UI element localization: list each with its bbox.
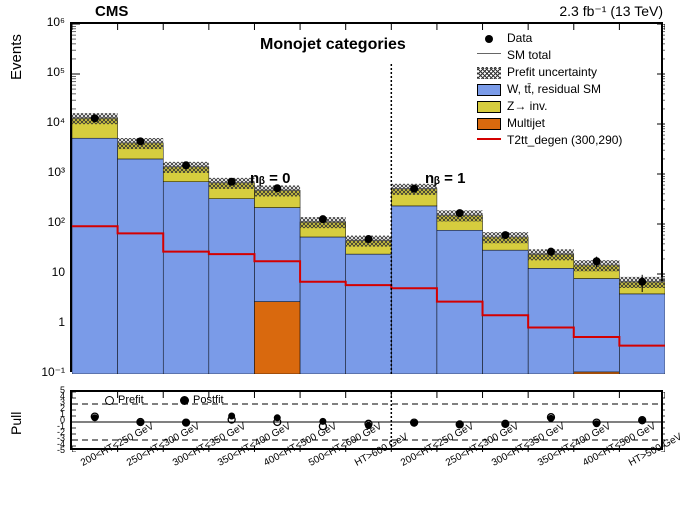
y-tick-label: 10⁵ [25,65,65,79]
legend-data-label: Data [507,30,532,47]
legend-prefit: Prefit uncertainty [477,64,657,81]
legend-smtotal-label: SM total [507,47,551,64]
y-tick-label: 10⁴ [25,115,65,129]
legend-wtt: W, tt̄, residual SM [477,81,657,98]
y-tick-label: 1 [25,315,65,329]
y-axis-title: Events [8,34,25,80]
legend-prefit-label: Prefit uncertainty [507,64,597,81]
legend-zinv-label: Z→ inv. [507,98,547,115]
legend-data: Data [477,30,657,47]
y-tick-label: 10⁶ [25,15,65,29]
legend-zinv: Z→ inv. [477,98,657,115]
y-tick-label: 10⁻¹ [25,365,65,379]
nb1-label: nᵦ = 1 [425,170,465,187]
legend-signal-label: T2tt_degen (300,290) [507,132,622,149]
y-tick-label: 10² [25,215,65,229]
legend-multijet-label: Multijet [507,115,545,132]
plot-title: Monojet categories [260,36,406,54]
pull-axis-title: Pull [8,412,24,435]
legend-smtotal: SM total [477,47,657,64]
cms-label: CMS [95,3,128,20]
legend-multijet: Multijet [477,115,657,132]
pull-tick-label: 5 [35,386,65,395]
y-tick-label: 10 [25,265,65,279]
legend: Data SM total Prefit uncertainty W, tt̄,… [477,30,657,149]
nb0-label: nᵦ = 0 [250,170,290,187]
y-tick-label: 10³ [25,165,65,179]
legend-signal: T2tt_degen (300,290) [477,132,657,149]
lumi-label: 2.3 fb⁻¹ (13 TeV) [559,3,663,20]
legend-wtt-label: W, tt̄, residual SM [507,81,601,98]
x-axis-labels: 200<HT<250 GeV250<HT<300 GeV300<HT<350 G… [70,455,663,510]
